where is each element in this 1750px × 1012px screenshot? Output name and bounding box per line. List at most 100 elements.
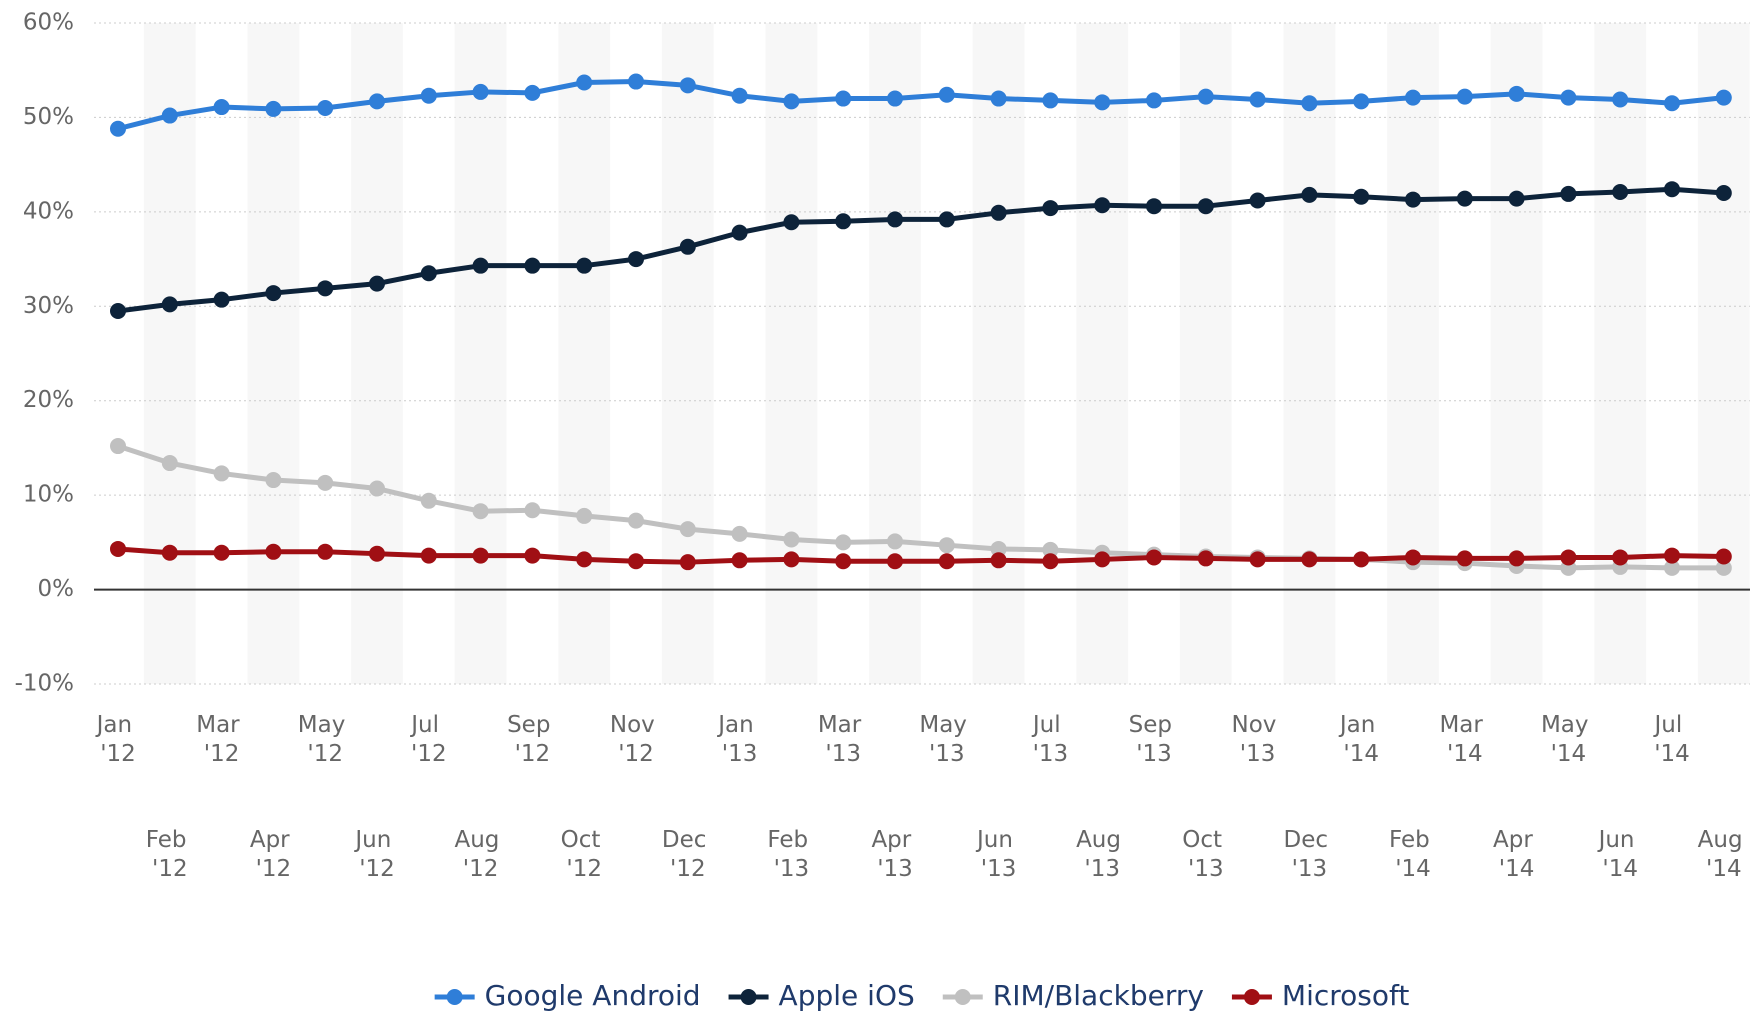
point	[317, 543, 334, 560]
point	[887, 533, 903, 550]
point	[110, 438, 126, 455]
x-tick-line: '14	[1551, 741, 1587, 767]
point	[628, 251, 644, 268]
point	[265, 472, 282, 489]
x-tick-line: Oct	[1182, 827, 1229, 853]
x-tick-line: '12	[100, 741, 136, 767]
point	[213, 99, 230, 116]
point	[317, 99, 334, 116]
band	[454, 23, 507, 684]
point	[524, 257, 541, 274]
x-tick-line: '12	[566, 856, 602, 882]
y-tick-label: 20%	[23, 387, 74, 413]
x-tick-line: Aug	[1698, 827, 1750, 853]
point	[472, 503, 489, 520]
x-tick-label: Jan '13	[716, 712, 761, 767]
legend: Google Android Apple iOS RIM/Blackberry Mic…	[434, 979, 1409, 1012]
point	[1301, 95, 1318, 112]
x-tick-line: Jun	[975, 827, 1020, 853]
legend-label: Apple iOS	[779, 979, 915, 1012]
point	[576, 507, 593, 524]
band	[1283, 23, 1336, 684]
point	[369, 545, 385, 562]
x-tick-line: Jul	[1031, 712, 1068, 738]
x-tick-line: '12	[618, 741, 654, 767]
band	[765, 23, 818, 684]
point	[161, 296, 178, 313]
point	[1715, 548, 1732, 565]
point	[1560, 549, 1577, 566]
point	[1508, 190, 1525, 207]
x-tick-line: '13	[1084, 856, 1120, 882]
x-tick-line: Jan	[95, 712, 140, 738]
x-tick-line: Apr	[1493, 827, 1540, 853]
point	[1560, 185, 1577, 202]
legend-label: RIM/Blackberry	[993, 979, 1204, 1012]
point	[110, 540, 126, 557]
x-tick-line: '12	[515, 741, 551, 767]
point	[1456, 550, 1473, 567]
point	[731, 552, 748, 569]
point	[938, 553, 955, 570]
x-tick-label: Jun '13	[975, 827, 1020, 882]
point	[887, 553, 903, 570]
point	[213, 465, 230, 482]
point	[731, 525, 748, 542]
point	[524, 84, 541, 101]
x-tick-line: Jun	[353, 827, 398, 853]
y-tick-label: 50%	[23, 104, 74, 130]
point	[1664, 547, 1680, 564]
x-tick-line: Sep	[507, 712, 558, 738]
point	[1612, 184, 1629, 201]
point	[1042, 92, 1059, 109]
band	[869, 23, 921, 684]
x-tick-line: Dec	[1283, 827, 1335, 853]
point	[1405, 89, 1421, 106]
x-tick-line: Feb	[767, 827, 815, 853]
point	[472, 257, 489, 274]
band	[1594, 23, 1647, 684]
x-tick-line: '14	[1602, 856, 1638, 882]
y-tick-label: 0%	[38, 576, 75, 602]
x-tick-label: May '12	[298, 712, 353, 767]
x-tick-line: '14	[1447, 741, 1483, 767]
y-tick-label: 40%	[23, 198, 74, 224]
point	[679, 238, 696, 255]
x-tick-label: Mar '14	[1439, 712, 1490, 767]
x-tick-line: '14	[1499, 856, 1535, 882]
point	[1249, 91, 1266, 108]
x-tick-line: '14	[1343, 741, 1379, 767]
point	[731, 87, 748, 104]
x-tick-line: Jul	[409, 712, 446, 738]
point	[731, 224, 748, 241]
x-tick-line: May	[298, 712, 353, 738]
point	[1042, 541, 1059, 558]
point	[1456, 88, 1473, 105]
point	[887, 211, 903, 228]
x-tick-label: Feb '14	[1389, 827, 1437, 882]
x-tick-line: '13	[825, 741, 861, 767]
x-tick-line: '13	[1136, 741, 1172, 767]
point	[990, 204, 1007, 221]
x-tick-label: Sep '13	[1129, 712, 1180, 767]
point	[161, 107, 178, 124]
x-tick-line: Mar	[818, 712, 869, 738]
x-tick-line: '12	[670, 856, 706, 882]
x-tick-line: May	[919, 712, 974, 738]
band	[1387, 23, 1439, 684]
point	[835, 534, 852, 551]
point	[783, 531, 800, 548]
point	[1508, 85, 1525, 102]
point	[990, 552, 1007, 569]
point	[1197, 88, 1214, 105]
band	[1697, 23, 1750, 684]
band	[1076, 23, 1129, 684]
point	[1353, 93, 1370, 110]
point	[1715, 559, 1732, 576]
x-tick-line: Aug	[1076, 827, 1128, 853]
legend-symbol	[446, 989, 463, 1005]
point	[472, 83, 489, 100]
point	[1094, 551, 1111, 568]
point	[1301, 186, 1318, 203]
series-line	[117, 186, 1724, 314]
